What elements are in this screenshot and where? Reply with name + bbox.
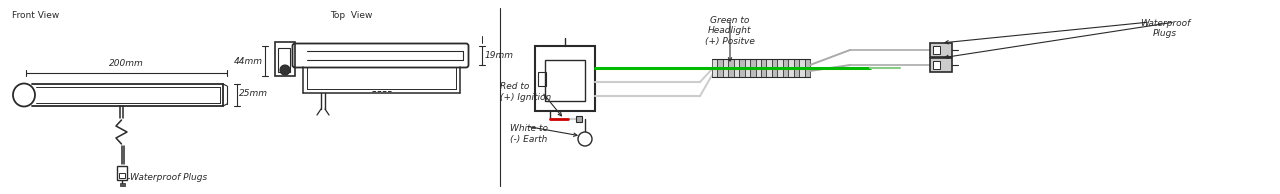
Circle shape	[579, 132, 591, 146]
Bar	[740, 59, 745, 77]
Text: Top  View: Top View	[330, 11, 372, 20]
Text: 44mm: 44mm	[234, 56, 262, 66]
Text: Red to
(+) Ignition: Red to (+) Ignition	[500, 82, 552, 102]
Bar	[933, 46, 940, 54]
FancyBboxPatch shape	[293, 43, 468, 68]
Bar	[750, 59, 755, 77]
Text: Front View: Front View	[12, 11, 59, 20]
Bar	[794, 59, 799, 77]
Bar	[535, 46, 595, 111]
Ellipse shape	[13, 83, 35, 107]
Bar	[755, 59, 762, 77]
Text: Green to
Headlight
(+) Positve: Green to Headlight (+) Positve	[705, 16, 755, 46]
Bar	[728, 59, 733, 77]
Bar	[576, 116, 582, 122]
Bar	[799, 59, 805, 77]
Bar	[718, 59, 723, 77]
Bar	[931, 58, 952, 72]
Bar	[762, 59, 767, 77]
Bar	[712, 59, 718, 77]
Bar	[783, 59, 788, 77]
Bar	[788, 59, 794, 77]
Bar	[931, 43, 952, 57]
Bar	[767, 59, 772, 77]
Bar	[733, 59, 740, 77]
Bar	[772, 59, 777, 77]
Text: White to
(-) Earth: White to (-) Earth	[509, 124, 548, 144]
Text: Waterproof
Plugs: Waterproof Plugs	[1140, 19, 1190, 38]
Bar	[275, 42, 294, 76]
Bar	[119, 183, 124, 186]
Text: 200mm: 200mm	[109, 59, 143, 68]
Bar	[119, 173, 125, 178]
Bar	[933, 61, 940, 69]
Bar	[723, 59, 728, 77]
Bar	[116, 166, 127, 180]
Circle shape	[280, 65, 291, 75]
Text: Waterproof Plugs: Waterproof Plugs	[131, 173, 207, 183]
Bar	[538, 72, 547, 86]
Text: 19mm: 19mm	[485, 51, 515, 60]
Bar	[545, 60, 585, 101]
Bar	[745, 59, 750, 77]
Text: 25mm: 25mm	[239, 89, 268, 99]
Bar	[777, 59, 783, 77]
Bar	[805, 59, 810, 77]
Bar	[278, 48, 291, 72]
